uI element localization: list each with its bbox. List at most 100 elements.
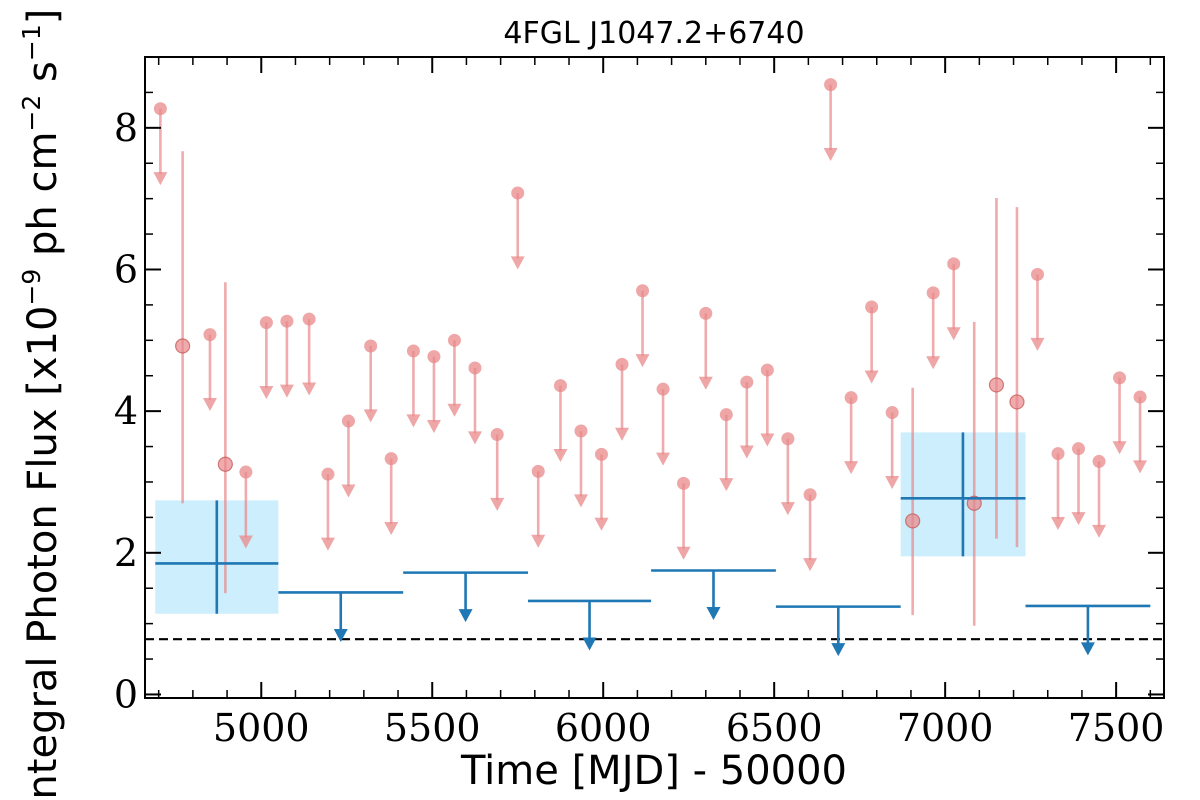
short-bin-upper-limit-point: [1051, 447, 1065, 461]
x-tick-label: 5500: [384, 706, 481, 750]
short-bin-upper-limit-arrowhead: [594, 517, 609, 531]
short-bin-upper-limit-arrowhead: [510, 256, 525, 270]
short-bin-upper-limit-point: [803, 488, 817, 502]
short-bin-upper-limit-arrowhead: [864, 370, 879, 384]
y-axis-label: Integral Photon Flux [x10−9 ph cm−2 s−1]: [17, 9, 66, 800]
short-bin-upper-limit-arrowhead: [739, 445, 754, 459]
short-bin-upper-limit-point: [553, 379, 567, 393]
short-bin-detection-point: [217, 456, 233, 472]
short-bin-upper-limit-point: [615, 357, 629, 371]
y-tick-label: 2: [114, 531, 138, 575]
short-bin-detection-point: [1009, 394, 1025, 410]
short-bin-upper-limit-arrowhead: [885, 475, 900, 489]
chart-title: 4FGL J1047.2+6740: [503, 16, 804, 51]
short-bin-upper-limit-arrowhead: [698, 376, 713, 390]
short-bin-upper-limit-arrowhead: [302, 382, 317, 396]
short-bin-upper-limit-arrowhead: [946, 327, 961, 341]
short-bin-upper-limit-arrowhead: [1071, 512, 1086, 526]
y-tick-label: 6: [114, 247, 138, 291]
short-bin-upper-limit-point: [321, 467, 335, 481]
short-bin-upper-limit-point: [447, 333, 461, 347]
short-bin-upper-limit-point: [239, 465, 253, 479]
short-bin-upper-limit-arrowhead: [259, 386, 274, 400]
x-tick-label: 6500: [726, 706, 823, 750]
short-bin-upper-limit-point: [824, 78, 838, 92]
short-bin-upper-limit-point: [364, 339, 378, 353]
short-bin-upper-limit-arrowhead: [1092, 524, 1107, 538]
short-bin-upper-limit-arrowhead: [1133, 460, 1148, 474]
short-bin-upper-limit-arrowhead: [426, 420, 441, 434]
short-bin-upper-limit-point: [341, 414, 355, 428]
long-bin-upper-limit-arrowhead: [831, 643, 846, 657]
short-bin-upper-limit-arrowhead: [238, 535, 253, 549]
short-bin-upper-limit-arrowhead: [202, 398, 217, 412]
short-bin-upper-limit-arrowhead: [384, 522, 399, 536]
short-bin-upper-limit-point: [781, 432, 795, 446]
short-bin-upper-limit-point: [636, 284, 650, 298]
short-bin-upper-limit-arrowhead: [676, 546, 691, 560]
short-bin-upper-limit-arrowhead: [447, 403, 462, 417]
plot-frame: [144, 56, 1165, 699]
short-bin-upper-limit-arrowhead: [615, 427, 630, 441]
long-bin-upper-limit-arrowhead: [458, 609, 473, 623]
x-axis-label: Time [MJD] - 50000: [460, 748, 847, 794]
short-bin-upper-limit-point: [531, 464, 545, 478]
short-bin-upper-limit-point: [740, 375, 754, 389]
short-bin-upper-limit-point: [427, 350, 441, 364]
x-tick-label: 7000: [897, 706, 994, 750]
short-bin-detection-point: [966, 495, 982, 511]
long-bin-upper-limit-arrowhead: [582, 637, 597, 651]
short-bin-upper-limit-point: [1092, 454, 1106, 468]
short-bin-upper-limit-arrowhead: [341, 484, 356, 498]
short-bin-upper-limit-arrowhead: [844, 461, 859, 475]
short-bin-upper-limit-point: [865, 300, 879, 314]
short-bin-upper-limit-arrowhead: [553, 449, 568, 463]
short-bin-upper-limit-point: [302, 312, 316, 326]
short-bin-upper-limit-point: [926, 286, 940, 300]
short-bin-upper-limit-point: [384, 452, 398, 466]
short-bin-upper-limit-point: [1113, 371, 1127, 385]
y-tick-label: 0: [114, 672, 138, 716]
short-bin-upper-limit-point: [844, 391, 858, 405]
short-bin-upper-limit-arrowhead: [780, 502, 795, 516]
long-bin-upper-limit-arrowhead: [1080, 642, 1095, 656]
short-bin-upper-limit-point: [677, 476, 691, 490]
short-bin-upper-limit-point: [406, 344, 420, 358]
x-tick-label: 7500: [1068, 706, 1165, 750]
short-bin-upper-limit-arrowhead: [656, 452, 671, 466]
short-bin-upper-limit-arrowhead: [823, 148, 838, 162]
short-bin-detection-point: [905, 513, 921, 529]
short-bin-upper-limit-arrowhead: [926, 356, 941, 370]
short-bin-upper-limit-arrowhead: [320, 537, 335, 551]
short-bin-upper-limit-arrowhead: [153, 172, 168, 186]
short-bin-upper-limit-point: [511, 186, 525, 200]
short-bin-upper-limit-point: [259, 316, 273, 330]
short-bin-upper-limit-arrowhead: [467, 431, 482, 445]
short-bin-upper-limit-point: [203, 328, 217, 342]
short-bin-upper-limit-point: [153, 102, 167, 116]
short-bin-upper-limit-point: [699, 306, 713, 320]
x-tick-label: 6000: [555, 706, 652, 750]
y-tick-label: 4: [114, 389, 138, 433]
short-bin-upper-limit-point: [1072, 442, 1086, 456]
plot-area: [145, 78, 1164, 657]
short-bin-upper-limit-point: [1030, 267, 1044, 281]
short-bin-upper-limit-arrowhead: [635, 354, 650, 368]
short-bin-upper-limit-arrowhead: [573, 494, 588, 508]
short-bin-upper-limit-arrowhead: [1112, 441, 1127, 455]
short-bin-upper-limit-arrowhead: [406, 414, 421, 428]
short-bin-upper-limit-point: [1133, 390, 1147, 404]
long-bin-upper-limit-arrowhead: [333, 628, 348, 642]
short-bin-upper-limit-arrowhead: [760, 433, 775, 447]
short-bin-upper-limit-point: [468, 361, 482, 375]
short-bin-upper-limit-point: [280, 314, 294, 328]
short-bin-upper-limit-point: [760, 363, 774, 377]
short-bin-upper-limit-point: [594, 447, 608, 461]
short-bin-upper-limit-point: [947, 257, 961, 271]
short-bin-upper-limit-point: [490, 428, 504, 442]
short-bin-detection-point: [175, 338, 191, 354]
short-bin-upper-limit-arrowhead: [531, 534, 546, 548]
short-bin-detection-point: [988, 377, 1005, 393]
short-bin-upper-limit-arrowhead: [490, 497, 505, 511]
